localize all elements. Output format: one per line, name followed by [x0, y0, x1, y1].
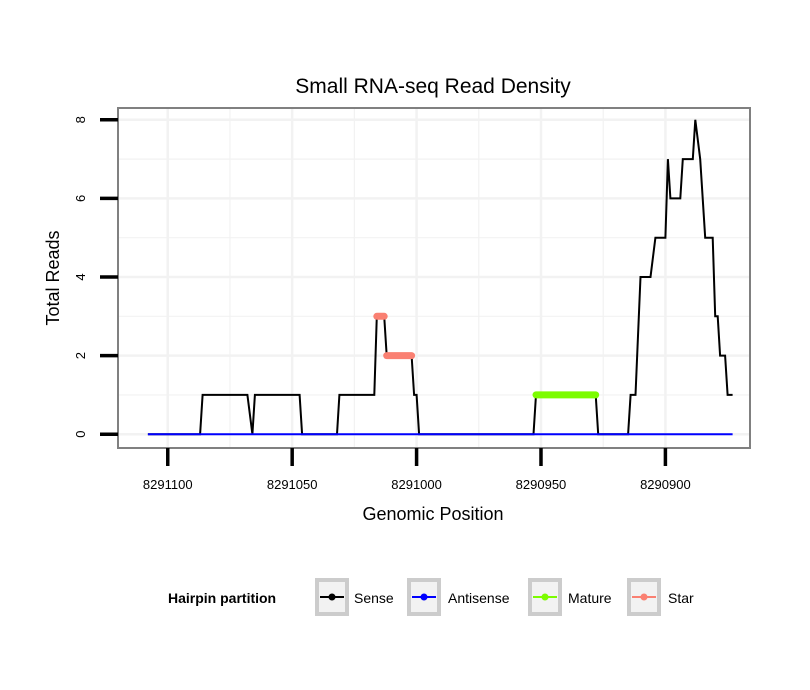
chart-title: Small RNA-seq Read Density: [295, 75, 571, 98]
y-axis: 0 2 4 6 8: [73, 116, 118, 438]
series-layer: [147, 119, 733, 436]
y-tick-label: 4: [73, 273, 88, 280]
legend-label-mature: Mature: [568, 590, 612, 606]
legend-label-star: Star: [668, 590, 694, 606]
legend-key-point-sense: [328, 593, 336, 601]
y-tick-label: 6: [73, 195, 88, 202]
legend: Hairpin partition Sense Antisense Mature St…: [168, 578, 694, 616]
x-tick-label: 8291000: [391, 477, 442, 492]
legend-title: Hairpin partition: [168, 590, 276, 606]
y-tick-label: 8: [73, 116, 88, 123]
y-tick-label: 0: [73, 431, 88, 438]
legend-key-point-star: [640, 593, 648, 601]
y-tick-label: 2: [73, 352, 88, 359]
legend-key-point-antisense: [420, 593, 428, 601]
x-tick-label: 8291100: [143, 477, 193, 492]
x-axis: 8291100 8291050 8291000 8290950 8290900: [143, 448, 691, 492]
legend-label-sense: Sense: [354, 590, 394, 606]
x-tick-label: 8291050: [267, 477, 318, 492]
legend-key-point-mature: [541, 593, 549, 601]
x-axis-title: Genomic Position: [362, 504, 503, 524]
x-tick-label: 8290900: [640, 477, 691, 492]
x-tick-label: 8290950: [516, 477, 567, 492]
legend-label-antisense: Antisense: [448, 590, 510, 606]
y-axis-title: Total Reads: [43, 230, 63, 325]
